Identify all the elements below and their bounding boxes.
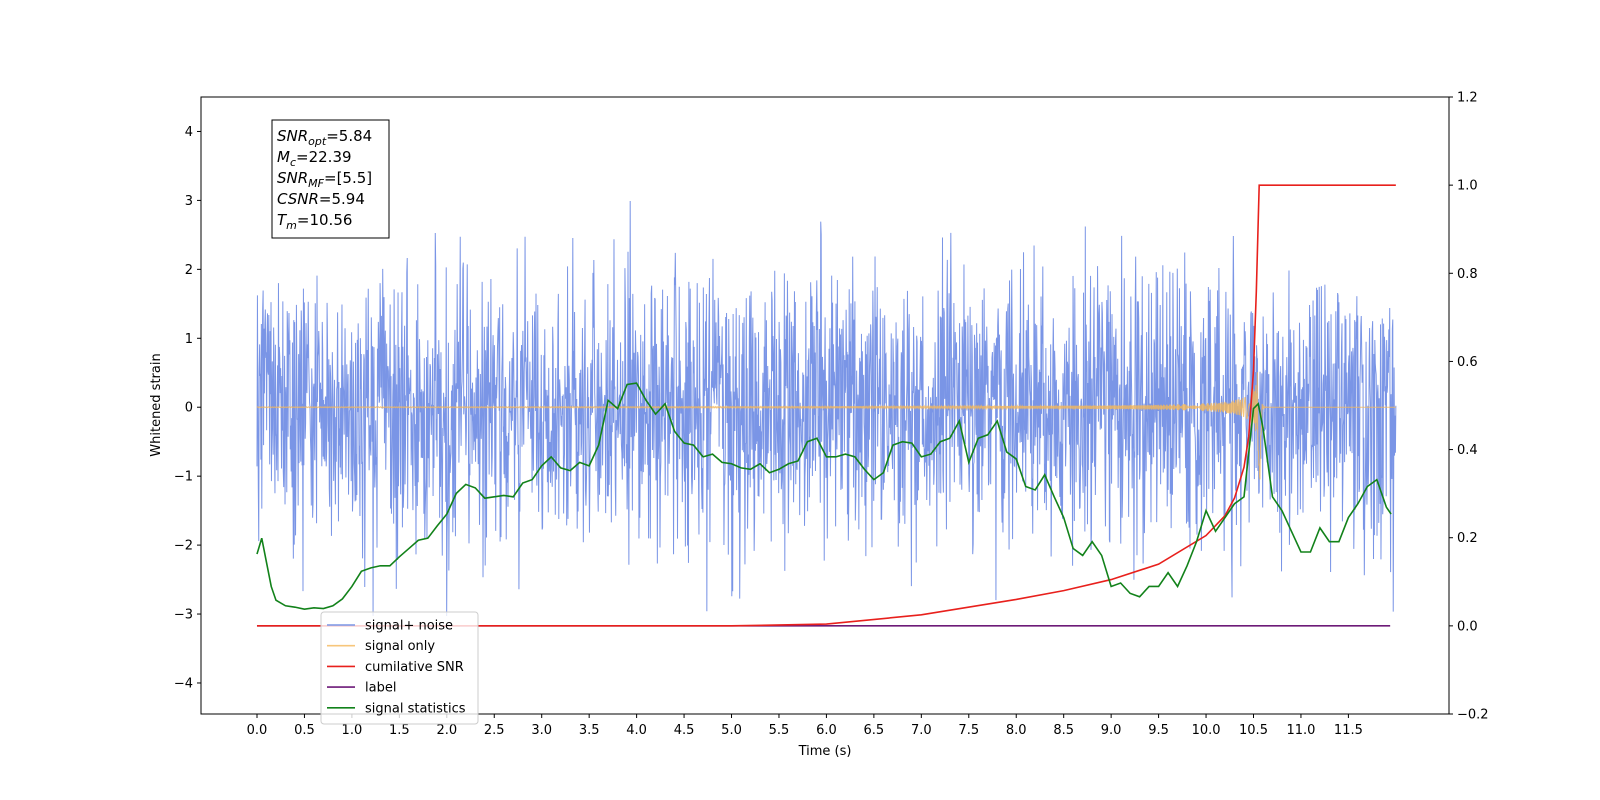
x-tick-label: 3.0 — [531, 723, 552, 738]
y2-tick-label: 0.8 — [1457, 267, 1478, 282]
series-signal-noise-line — [256, 201, 1397, 617]
annotation-subscript: c — [290, 156, 296, 169]
legend-label: cumilative SNR — [365, 660, 464, 675]
annotation-symbol: M — [277, 148, 290, 166]
annotation-subscript: MF — [308, 177, 324, 190]
x-axis: 0.0 0.5 1.0 1.5 2.0 2.5 3.0 3.5 4.0 4.5 5.0 5.5 6.0 6… — [247, 714, 1363, 738]
y-tick-label: −3 — [174, 608, 193, 623]
legend-item-signal-noise: signal+ noise — [327, 619, 453, 634]
legend-label: label — [365, 681, 396, 696]
x-tick-label: 7.0 — [911, 723, 932, 738]
y2-tick-label: 1.2 — [1457, 91, 1478, 106]
legend: signal+ noise signal only cumilative SNR la… — [320, 611, 479, 725]
legend-frame — [320, 611, 479, 725]
series-cumulative-snr-line — [256, 184, 1396, 627]
y-tick-label: 3 — [185, 194, 193, 209]
annotation-line: Tm=10.56 — [277, 211, 352, 232]
legend-label: signal+ noise — [365, 619, 453, 634]
legend-item-signal-only: signal only — [327, 639, 435, 654]
x-tick-label: 9.0 — [1101, 723, 1122, 738]
y2-tick-label: 0.2 — [1457, 531, 1478, 546]
annotation-line: SNRopt=5.84 — [277, 127, 372, 148]
annotation-symbol: SNR — [277, 127, 308, 145]
legend-item-cumulative-snr: cumilative SNR — [327, 660, 464, 675]
y2-tick-label: 0.6 — [1457, 355, 1478, 370]
x-tick-label: 4.5 — [674, 723, 695, 738]
x-tick-label: 8.0 — [1006, 723, 1027, 738]
x-tick-label: 7.5 — [958, 723, 979, 738]
x-tick-label: 10.0 — [1192, 723, 1221, 738]
x-tick-label: 4.0 — [626, 723, 647, 738]
y2-tick-label: 0.0 — [1457, 619, 1478, 634]
annotation-value: =5.94 — [319, 190, 365, 208]
annotation-value: =5.84 — [326, 127, 372, 145]
x-tick-label: 11.0 — [1286, 723, 1315, 738]
legend-item-label: label — [327, 681, 396, 696]
annotation-frame — [271, 119, 390, 239]
annotation-line: CSNR=5.94 — [277, 190, 365, 208]
x-tick-label: 1.5 — [389, 723, 410, 738]
annotation-subscript: opt — [308, 135, 327, 148]
y-axis-right: 1.2 1.0 0.8 0.6 0.4 0.2 0.0 −0.2 — [1449, 91, 1489, 723]
x-tick-label: 11.5 — [1334, 723, 1363, 738]
annotation-value: =[5.5] — [324, 169, 372, 187]
x-tick-label: 10.5 — [1239, 723, 1268, 738]
x-tick-label: 0.5 — [294, 723, 315, 738]
annotation-box: SNRopt=5.84Mc=22.39SNRMF=[5.5]CSNR=5.94T… — [271, 119, 390, 239]
x-tick-label: 3.5 — [579, 723, 600, 738]
x-tick-label: 2.5 — [484, 723, 505, 738]
y2-tick-label: −0.2 — [1457, 708, 1489, 723]
annotation-value: =22.39 — [296, 148, 352, 166]
annotation-line: Mc=22.39 — [277, 148, 352, 169]
plot-frame — [200, 96, 1450, 715]
y-tick-label: 1 — [185, 332, 193, 347]
x-tick-label: 6.0 — [816, 723, 837, 738]
annotation-line: SNRMF=[5.5] — [277, 169, 372, 190]
y-tick-label: 2 — [185, 263, 193, 278]
legend-item-signal-statistics: signal statistics — [327, 701, 466, 716]
series-signal-statistics-line — [256, 382, 1392, 611]
annotation-value: =10.56 — [297, 211, 353, 229]
legend-label: signal statistics — [365, 701, 466, 716]
y-tick-label: −4 — [174, 676, 193, 691]
y-tick-label: −2 — [174, 539, 193, 554]
annotation-subscript: m — [286, 219, 297, 232]
annotation-symbol: T — [277, 211, 288, 229]
y-tick-label: −1 — [174, 470, 193, 485]
annotation-symbol: SNR — [277, 169, 308, 187]
x-tick-label: 5.0 — [721, 723, 742, 738]
annotation-symbol: CSNR — [277, 190, 319, 208]
x-tick-label: 1.0 — [342, 723, 363, 738]
x-tick-label: 0.0 — [247, 723, 268, 738]
x-axis-label: Time (s) — [798, 744, 852, 759]
x-tick-label: 9.5 — [1148, 723, 1169, 738]
y2-tick-label: 1.0 — [1457, 179, 1478, 194]
series-signal-only-line — [256, 372, 1396, 480]
x-tick-label: 5.5 — [769, 723, 790, 738]
y2-tick-label: 0.4 — [1457, 443, 1478, 458]
y-tick-label: 0 — [185, 401, 193, 416]
x-tick-label: 2.0 — [436, 723, 457, 738]
legend-label: signal only — [365, 639, 435, 654]
x-tick-label: 6.5 — [864, 723, 885, 738]
x-tick-label: 8.5 — [1053, 723, 1074, 738]
y-tick-label: 4 — [185, 125, 193, 140]
y-axis-label: Whitened strain — [149, 353, 164, 456]
y-axis-left: 4 3 2 1 0 −1 −2 −3 −4 — [174, 125, 201, 691]
